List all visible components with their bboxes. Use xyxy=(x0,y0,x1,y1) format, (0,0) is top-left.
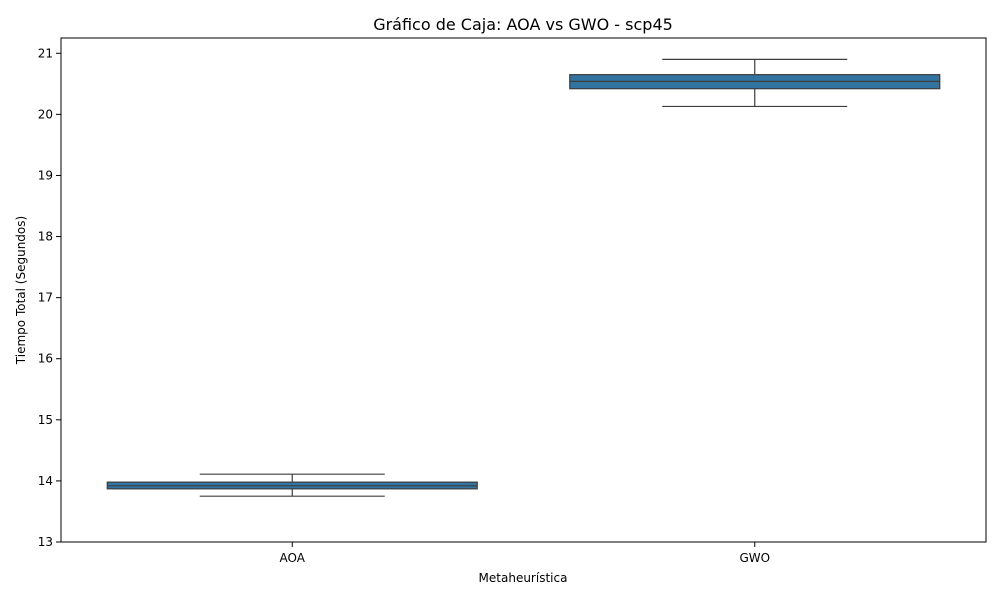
y-axis-label: Tiempo Total (Segundos) xyxy=(14,216,28,365)
x-axis-label: Metaheurística xyxy=(479,571,568,585)
y-tick-label-13: 13 xyxy=(38,535,53,549)
y-tick-label-14: 14 xyxy=(38,474,53,488)
plot-frame xyxy=(60,37,987,543)
boxes-group xyxy=(106,58,941,497)
y-tick-label-20: 20 xyxy=(38,107,53,121)
y-tick-label-16: 16 xyxy=(38,352,53,366)
y-tick-label-18: 18 xyxy=(38,230,53,244)
x-tick-label-aoa: AOA xyxy=(280,551,306,565)
y-tick-label-21: 21 xyxy=(38,46,53,60)
y-axis: 13 14 15 16 17 18 19 20 21 xyxy=(38,46,61,549)
x-axis: AOA GWO xyxy=(280,542,770,565)
y-tick-label-15: 15 xyxy=(38,413,53,427)
y-tick-label-19: 19 xyxy=(38,168,53,182)
chart-title: Gráfico de Caja: AOA vs GWO - scp45 xyxy=(373,15,673,34)
y-tick-label-17: 17 xyxy=(38,291,53,305)
x-tick-label-gwo: GWO xyxy=(739,551,770,565)
